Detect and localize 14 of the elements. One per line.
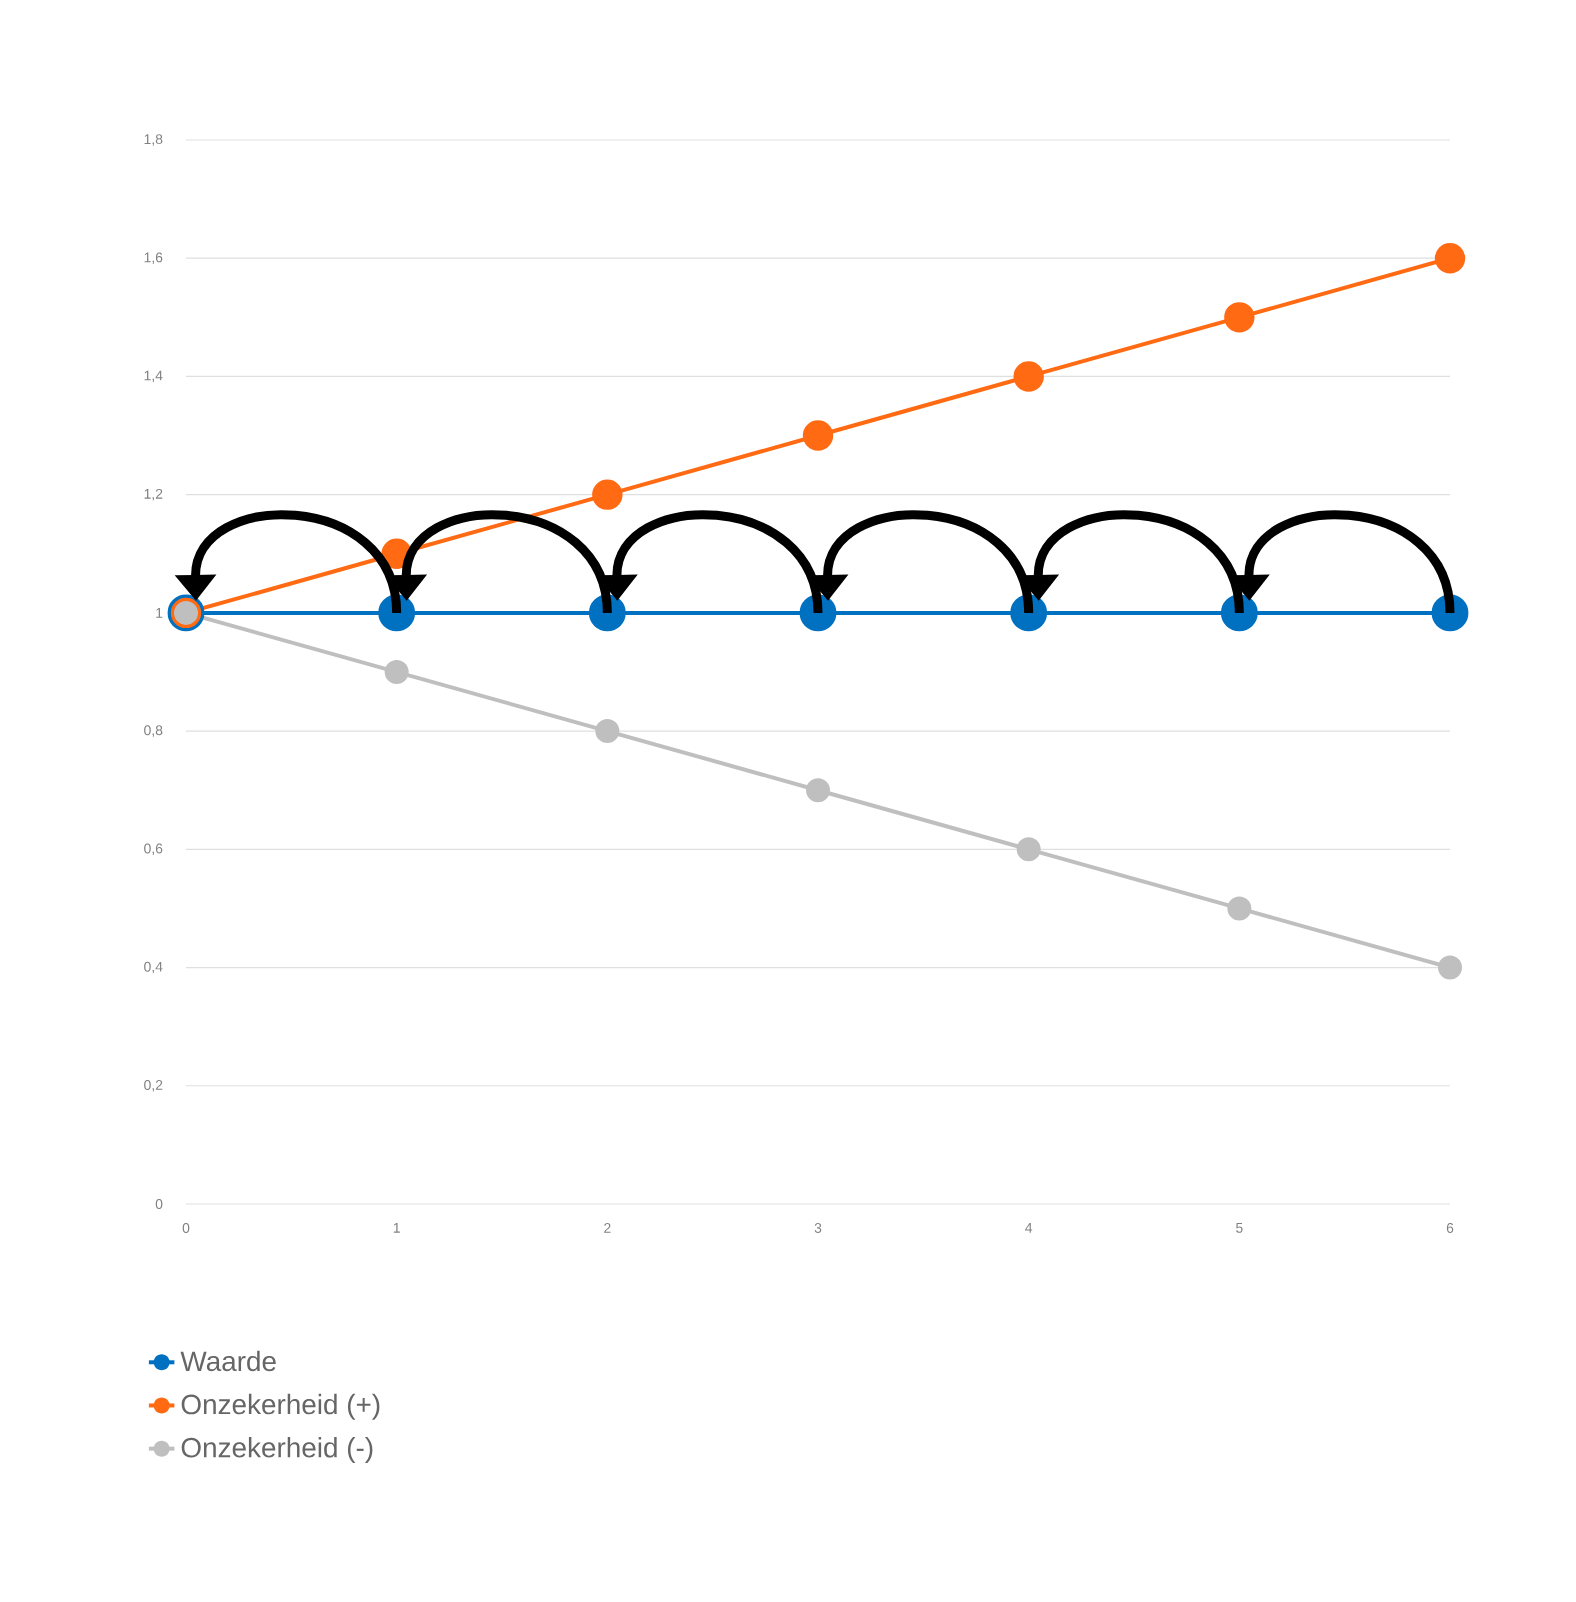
- point: [1016, 837, 1041, 862]
- point: [1227, 896, 1252, 921]
- point: [592, 479, 623, 510]
- point: [806, 778, 831, 803]
- legend-label: Onzekerheid (+): [181, 1393, 380, 1420]
- legend-label: Waarde: [180, 1350, 276, 1372]
- point: [1434, 243, 1466, 274]
- point: [1438, 955, 1463, 980]
- point: [1013, 361, 1044, 392]
- point: [595, 719, 620, 744]
- point: [1224, 302, 1255, 333]
- legend-label: Onzekerheid (-): [181, 1437, 373, 1464]
- point: [384, 659, 409, 684]
- point: [802, 420, 834, 451]
